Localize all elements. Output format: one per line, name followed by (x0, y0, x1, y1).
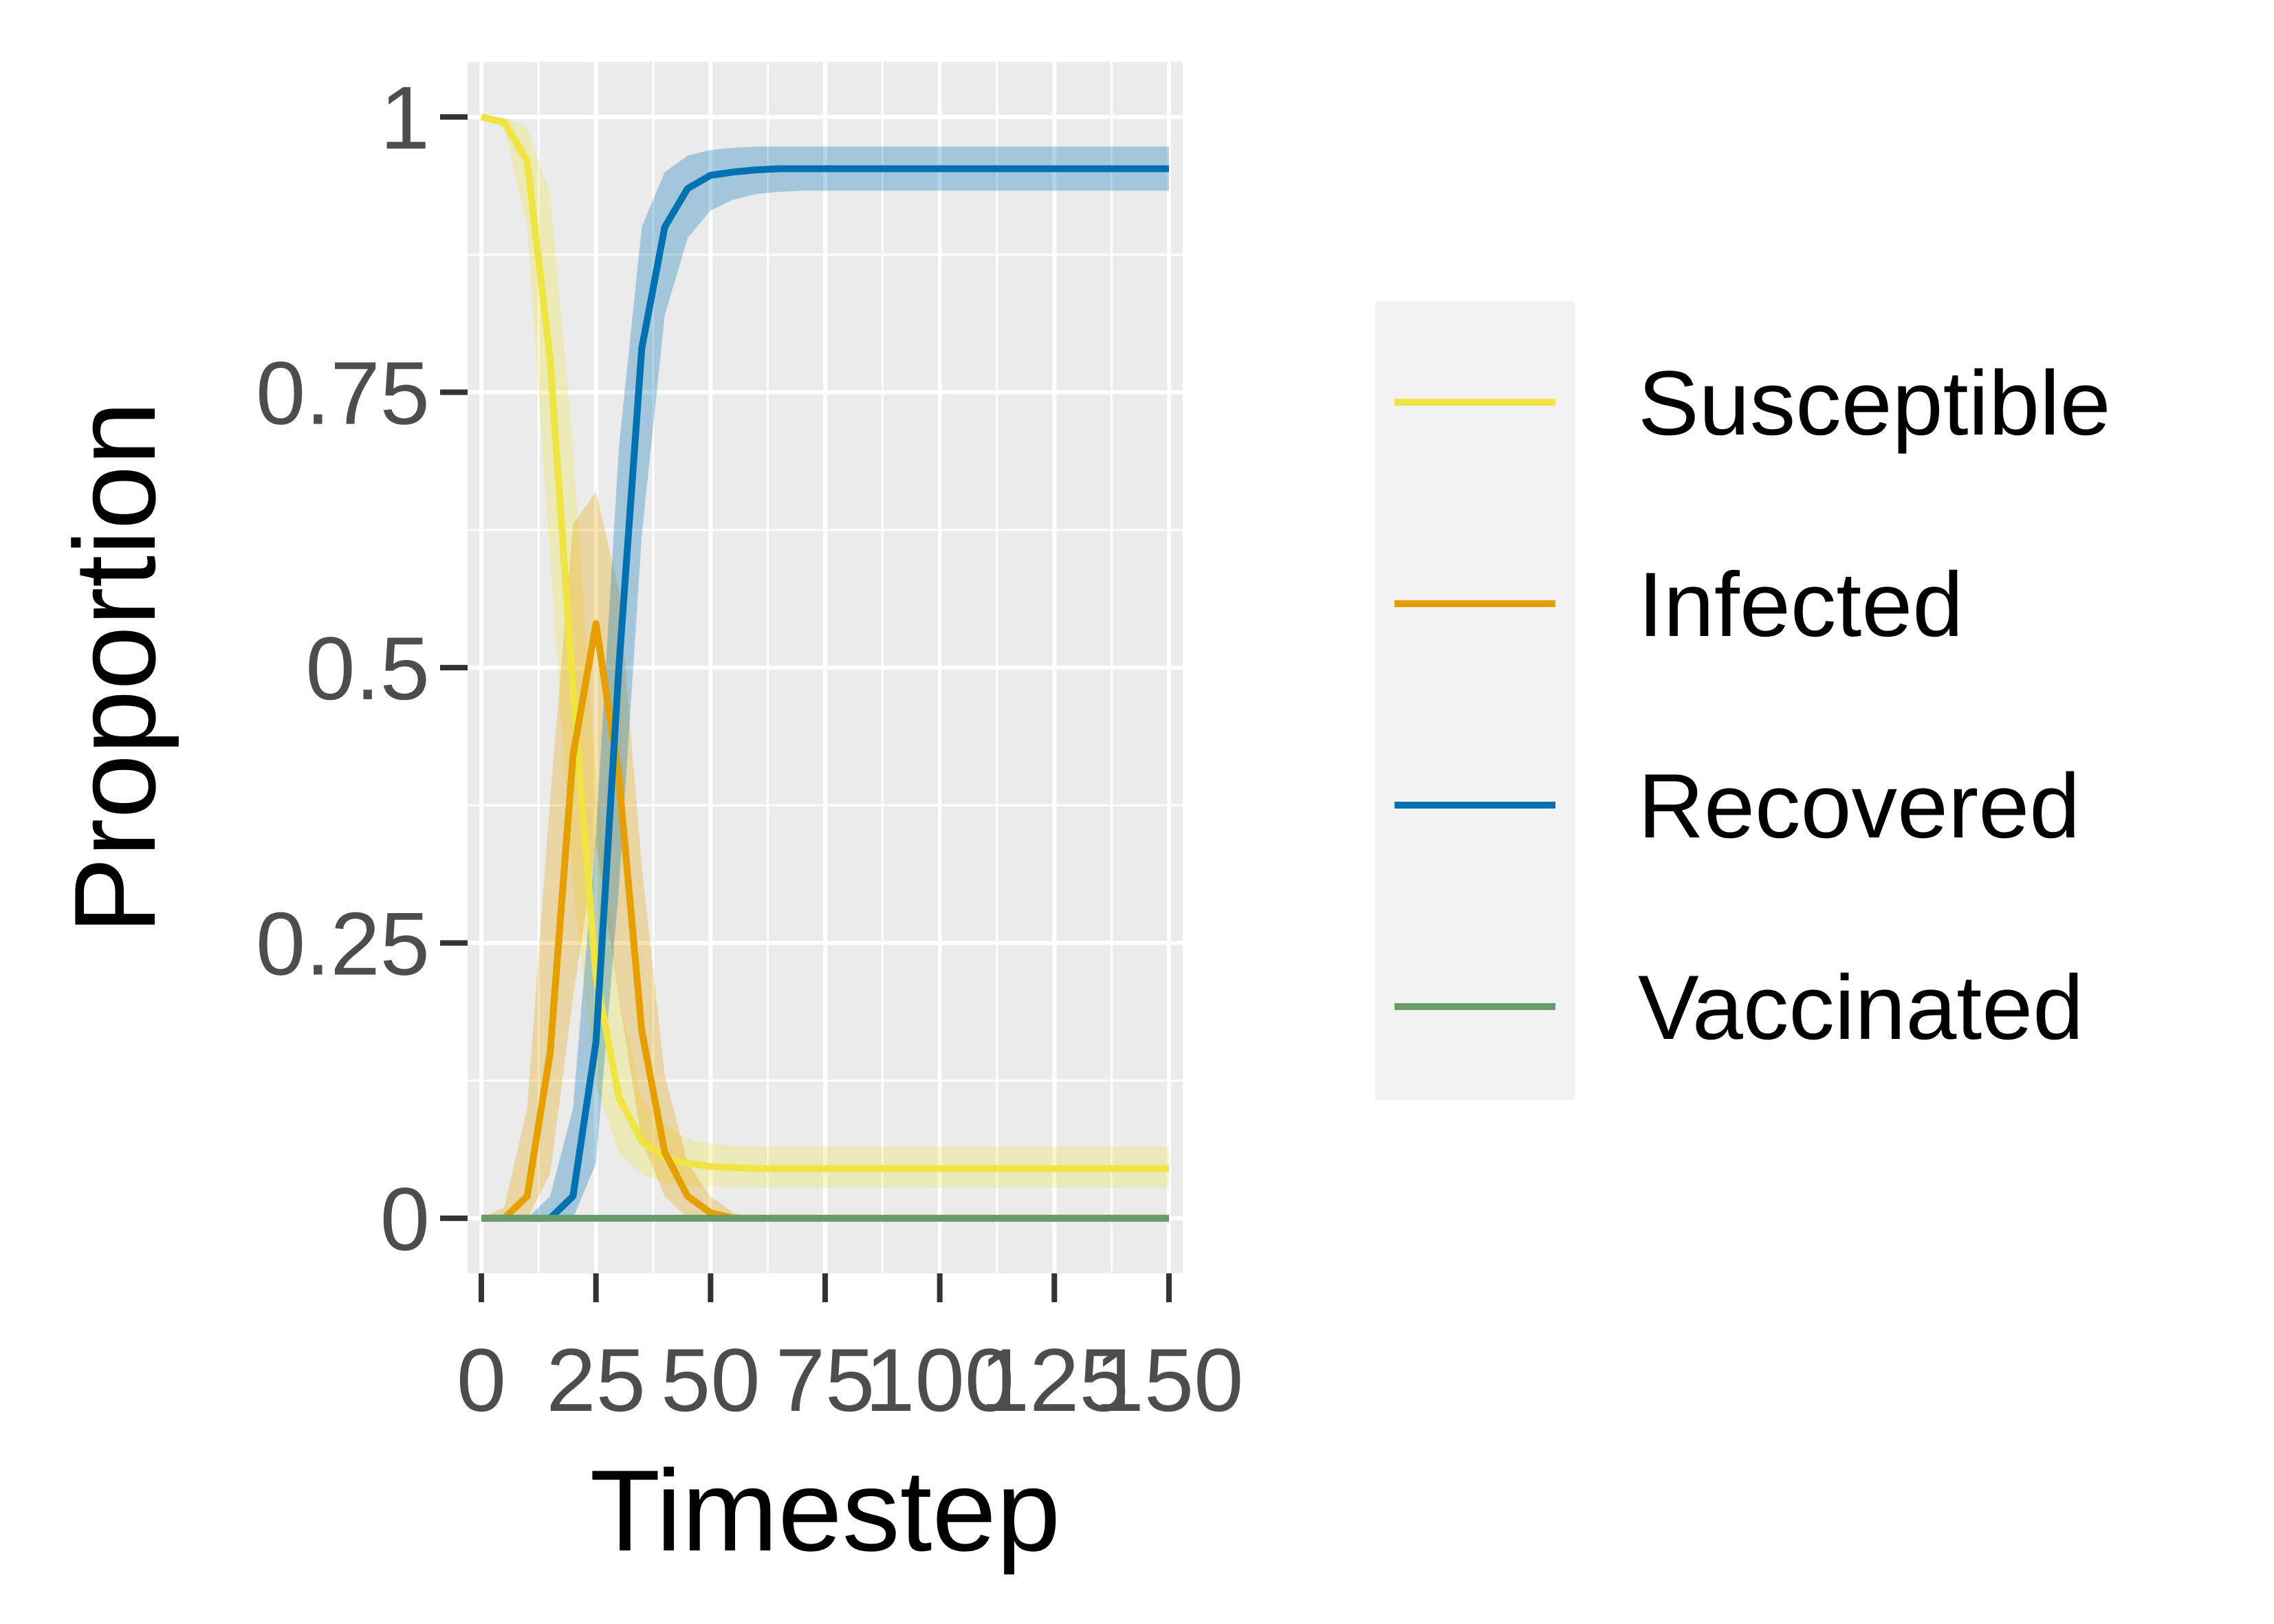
y-tick-label: 0.5 (305, 618, 430, 718)
y-axis: 0 0.25 0.5 0.75 1 (256, 67, 468, 1269)
ribbon-susceptible (481, 117, 1169, 1188)
x-axis-title: Timestep (590, 1446, 1061, 1575)
line-recovered (481, 165, 1169, 1222)
y-tick-label: 0 (380, 1169, 430, 1269)
x-tick-label: 150 (1095, 1330, 1244, 1430)
series-lines (480, 113, 1169, 1222)
x-tick-label: 50 (661, 1330, 761, 1430)
x-tick-label: 25 (546, 1330, 646, 1430)
legend-label: Infected (1638, 554, 1963, 656)
x-tick-label: 0 (457, 1330, 506, 1430)
ribbon-recovered (481, 146, 1169, 1218)
legend-label: Recovered (1638, 756, 2080, 857)
legend-label: Vaccinated (1638, 957, 2084, 1059)
grid-major (468, 62, 1183, 1273)
legend-label: Susceptible (1638, 353, 2111, 454)
y-tick-label: 0.75 (256, 343, 430, 443)
x-tick-label: 100 (865, 1330, 1014, 1430)
y-axis-title: Proportion (50, 401, 179, 934)
ribbon-infected (481, 491, 1169, 1218)
legend: Susceptible Infected Recovered Vaccinated (1375, 301, 2111, 1100)
legend-key-background (1375, 301, 1575, 1100)
y-tick-label: 0.25 (256, 893, 430, 994)
line-susceptible (480, 113, 1169, 1172)
x-tick-label: 125 (980, 1330, 1129, 1430)
x-tick-label: 75 (776, 1330, 875, 1430)
confidence-ribbons (481, 117, 1169, 1218)
y-tick-label: 1 (380, 67, 430, 168)
